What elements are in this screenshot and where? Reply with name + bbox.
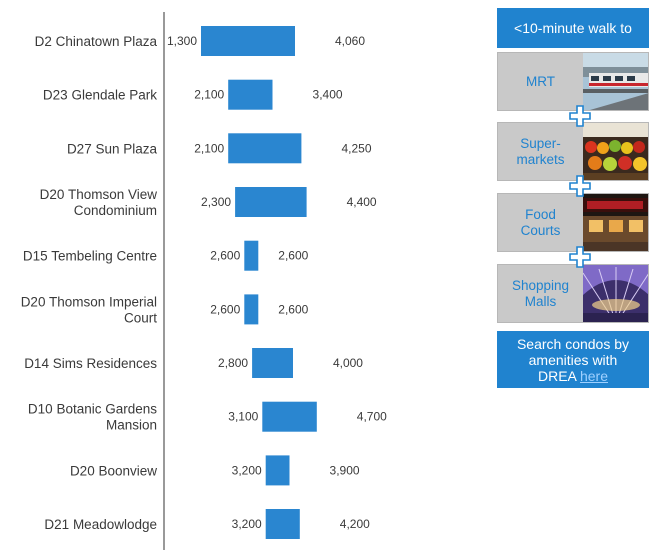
- amenity-food-courts[interactable]: Food Courts: [497, 193, 649, 252]
- amenity-food-courts-label: Food Courts: [498, 194, 583, 251]
- amenity-shopping-malls-text-2: Malls: [524, 293, 557, 309]
- category-label: Court: [124, 310, 157, 325]
- high-value-label: 4,400: [347, 195, 377, 209]
- range-bar: [228, 79, 273, 110]
- here-link[interactable]: here: [579, 367, 609, 384]
- low-value-label: 2,600: [210, 249, 240, 263]
- high-value-label: 2,600: [278, 302, 308, 316]
- amenity-shopping-malls-text-1: Shopping: [511, 277, 570, 293]
- range-bar: [265, 509, 300, 539]
- category-label: D21 Meadowlodge: [44, 517, 157, 532]
- mrt-train-image: [583, 53, 648, 110]
- high-value-label: 3,900: [330, 463, 360, 477]
- category-label: D20 Boonview: [70, 463, 157, 478]
- range-bar: [262, 401, 317, 432]
- category-label: D15 Tembeling Centre: [23, 249, 157, 264]
- range-bar: [252, 348, 293, 378]
- range-bar: [235, 187, 307, 217]
- plus-icon: [569, 246, 591, 268]
- low-value-label: 2,100: [194, 88, 224, 102]
- low-value-label: 2,600: [210, 302, 240, 316]
- amenity-mrt-label: MRT: [498, 53, 583, 110]
- amenity-supermarkets-text-2: markets: [516, 151, 565, 167]
- category-label: D20 Thomson View: [40, 187, 158, 202]
- plus-icon: [569, 175, 591, 197]
- high-value-label: 4,000: [333, 356, 363, 370]
- category-label: D20 Thomson Imperial: [21, 294, 157, 309]
- supermarket-produce-image: [583, 123, 648, 180]
- range-bar-chart: D2 Chinatown Plaza D23 Glendale Park D27 S…: [21, 12, 387, 550]
- category-label: Condominium: [74, 203, 157, 218]
- search-cta: Search condos by amenities with DREA her…: [497, 331, 649, 388]
- range-bar: [228, 133, 302, 164]
- low-value-label: 3,200: [232, 463, 262, 477]
- low-value-label: 2,100: [194, 141, 224, 155]
- amenity-mrt-text: MRT: [526, 73, 555, 89]
- amenity-food-courts-text-1: Food: [525, 206, 556, 222]
- amenity-supermarkets[interactable]: Super- markets: [497, 122, 649, 181]
- cta-line-1: Search condos by: [516, 335, 630, 352]
- amenity-mrt[interactable]: MRT: [497, 52, 649, 111]
- category-label: D27 Sun Plaza: [67, 141, 158, 156]
- walk-header-text: <10-minute walk to: [514, 20, 632, 36]
- range-bar: [265, 455, 290, 486]
- high-value-label: 4,200: [340, 517, 370, 531]
- amenity-supermarkets-text-1: Super-: [520, 135, 561, 151]
- amenity-shopping-malls[interactable]: Shopping Malls: [497, 264, 649, 323]
- amenity-food-courts-text-2: Courts: [520, 222, 561, 238]
- low-value-label: 1,300: [167, 34, 197, 48]
- high-value-label: 3,400: [313, 88, 343, 102]
- cta-line-2: amenities with: [528, 351, 618, 368]
- range-bar: [244, 240, 259, 271]
- high-value-label: 4,700: [357, 410, 387, 424]
- food-court-image: [583, 194, 648, 251]
- low-value-label: 3,100: [228, 410, 258, 424]
- cta-line-3-prefix: DREA: [537, 367, 580, 384]
- low-value-label: 2,300: [201, 195, 231, 209]
- category-label: D14 Sims Residences: [24, 356, 157, 371]
- category-label: D23 Glendale Park: [43, 88, 157, 103]
- category-label: D10 Botanic Gardens: [28, 402, 157, 417]
- shopping-mall-image: [583, 265, 648, 322]
- category-label: Mansion: [106, 418, 157, 433]
- amenity-supermarkets-label: Super- markets: [498, 123, 583, 180]
- range-bar: [244, 294, 259, 325]
- category-label: D2 Chinatown Plaza: [35, 34, 158, 49]
- low-value-label: 2,800: [218, 356, 248, 370]
- low-value-label: 3,200: [232, 517, 262, 531]
- high-value-label: 4,060: [335, 34, 365, 48]
- plus-icon: [569, 105, 591, 127]
- range-bar: [201, 26, 295, 56]
- amenity-shopping-malls-label: Shopping Malls: [498, 265, 583, 322]
- high-value-label: 2,600: [278, 249, 308, 263]
- walk-header: <10-minute walk to: [497, 8, 649, 48]
- high-value-label: 4,250: [341, 141, 371, 155]
